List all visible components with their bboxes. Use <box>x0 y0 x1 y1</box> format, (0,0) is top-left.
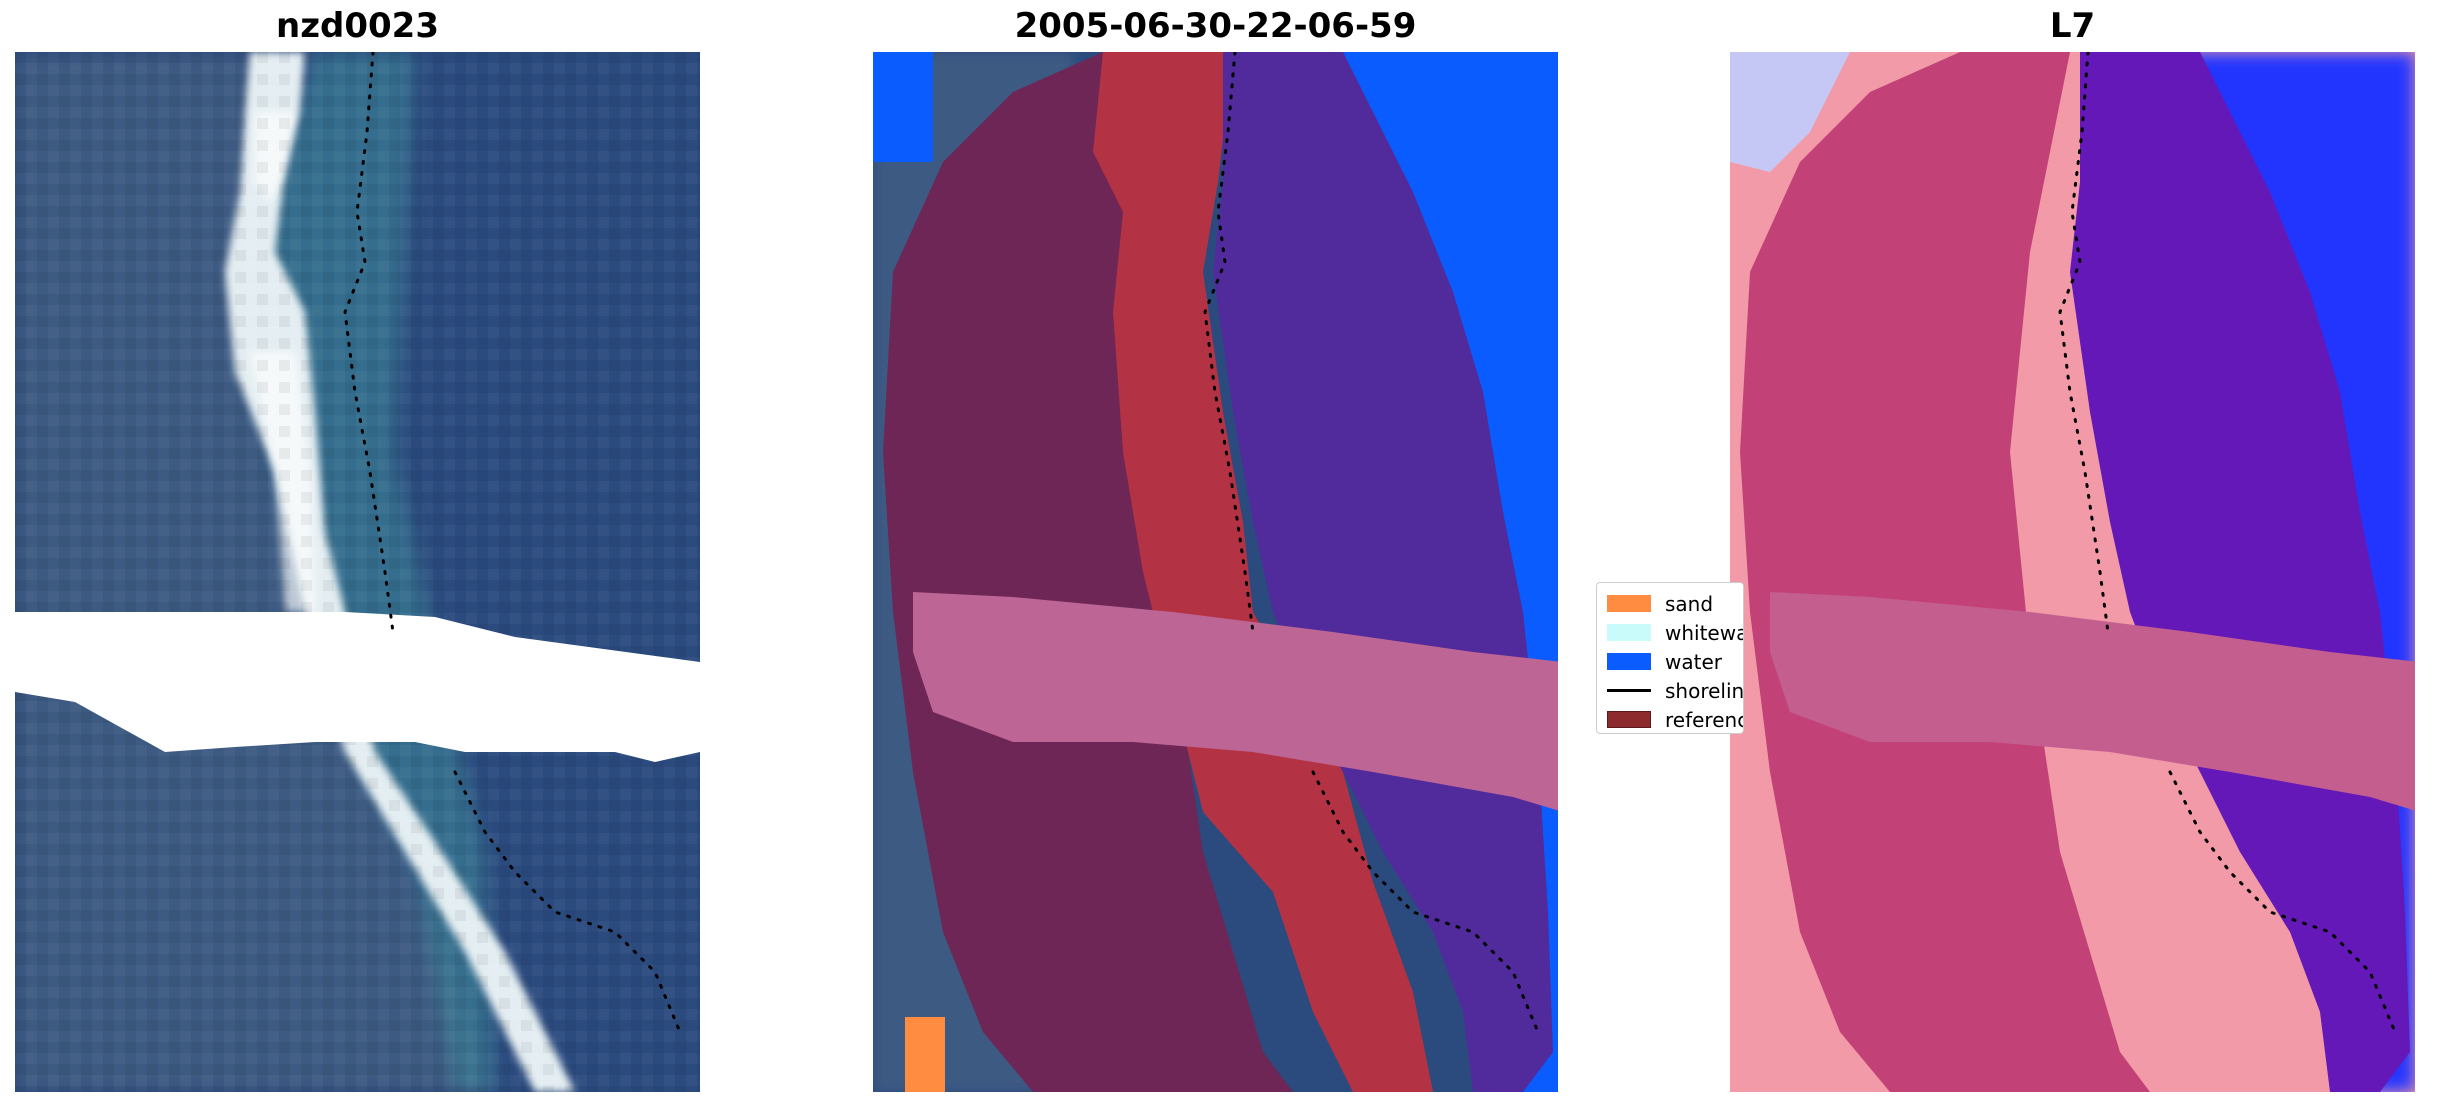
cloud-strip <box>1770 592 2415 811</box>
legend-label-whitewater: whitewater <box>1665 620 1743 645</box>
sand-class-patch <box>905 1017 945 1092</box>
legend-item-reference-buffer: reference shoreline buffer <box>1607 705 1743 733</box>
legend-item-shoreline: shoreline <box>1607 676 1743 705</box>
index-buffer-land <box>1740 52 2150 1092</box>
legend-label-sand: sand <box>1665 591 1714 616</box>
legend-label-water: water <box>1665 649 1722 674</box>
panel-title-index: L7 <box>2049 6 2096 46</box>
cloud-strip <box>913 592 1558 811</box>
legend-label-reference-buffer: reference shoreline buffer <box>1665 707 1743 732</box>
legend-line-shoreline <box>1607 682 1651 699</box>
legend-swatch-reference-buffer <box>1607 711 1651 728</box>
sea-buffer-area <box>1213 52 1553 1092</box>
sand-buffer-area <box>1093 52 1433 1092</box>
shoreline-dotted <box>1203 52 1540 1034</box>
panel-title-classified: 2005-06-30-22-06-59 <box>1014 6 1417 46</box>
legend-swatch-water <box>1607 653 1651 670</box>
rgb-satellite-image <box>15 52 700 1092</box>
legend: sand whitewater water shoreline referenc… <box>1596 582 1744 734</box>
no-data-gap <box>15 612 700 762</box>
index-buffer-sea <box>2070 52 2410 1092</box>
land-buffer-area <box>883 52 1293 1092</box>
panel-title-rgb: nzd0023 <box>276 6 439 46</box>
shoreline-dotted <box>2058 52 2397 1034</box>
water-index-image <box>1730 52 2415 1092</box>
shoreline-dotted <box>343 52 682 1034</box>
legend-label-shoreline: shoreline <box>1665 678 1744 703</box>
legend-swatch-whitewater <box>1607 624 1651 641</box>
legend-item-water: water <box>1607 647 1743 676</box>
legend-swatch-sand <box>1607 595 1651 612</box>
legend-item-whitewater: whitewater <box>1607 618 1743 647</box>
legend-item-sand: sand <box>1607 589 1743 618</box>
classified-image <box>873 52 1558 1092</box>
